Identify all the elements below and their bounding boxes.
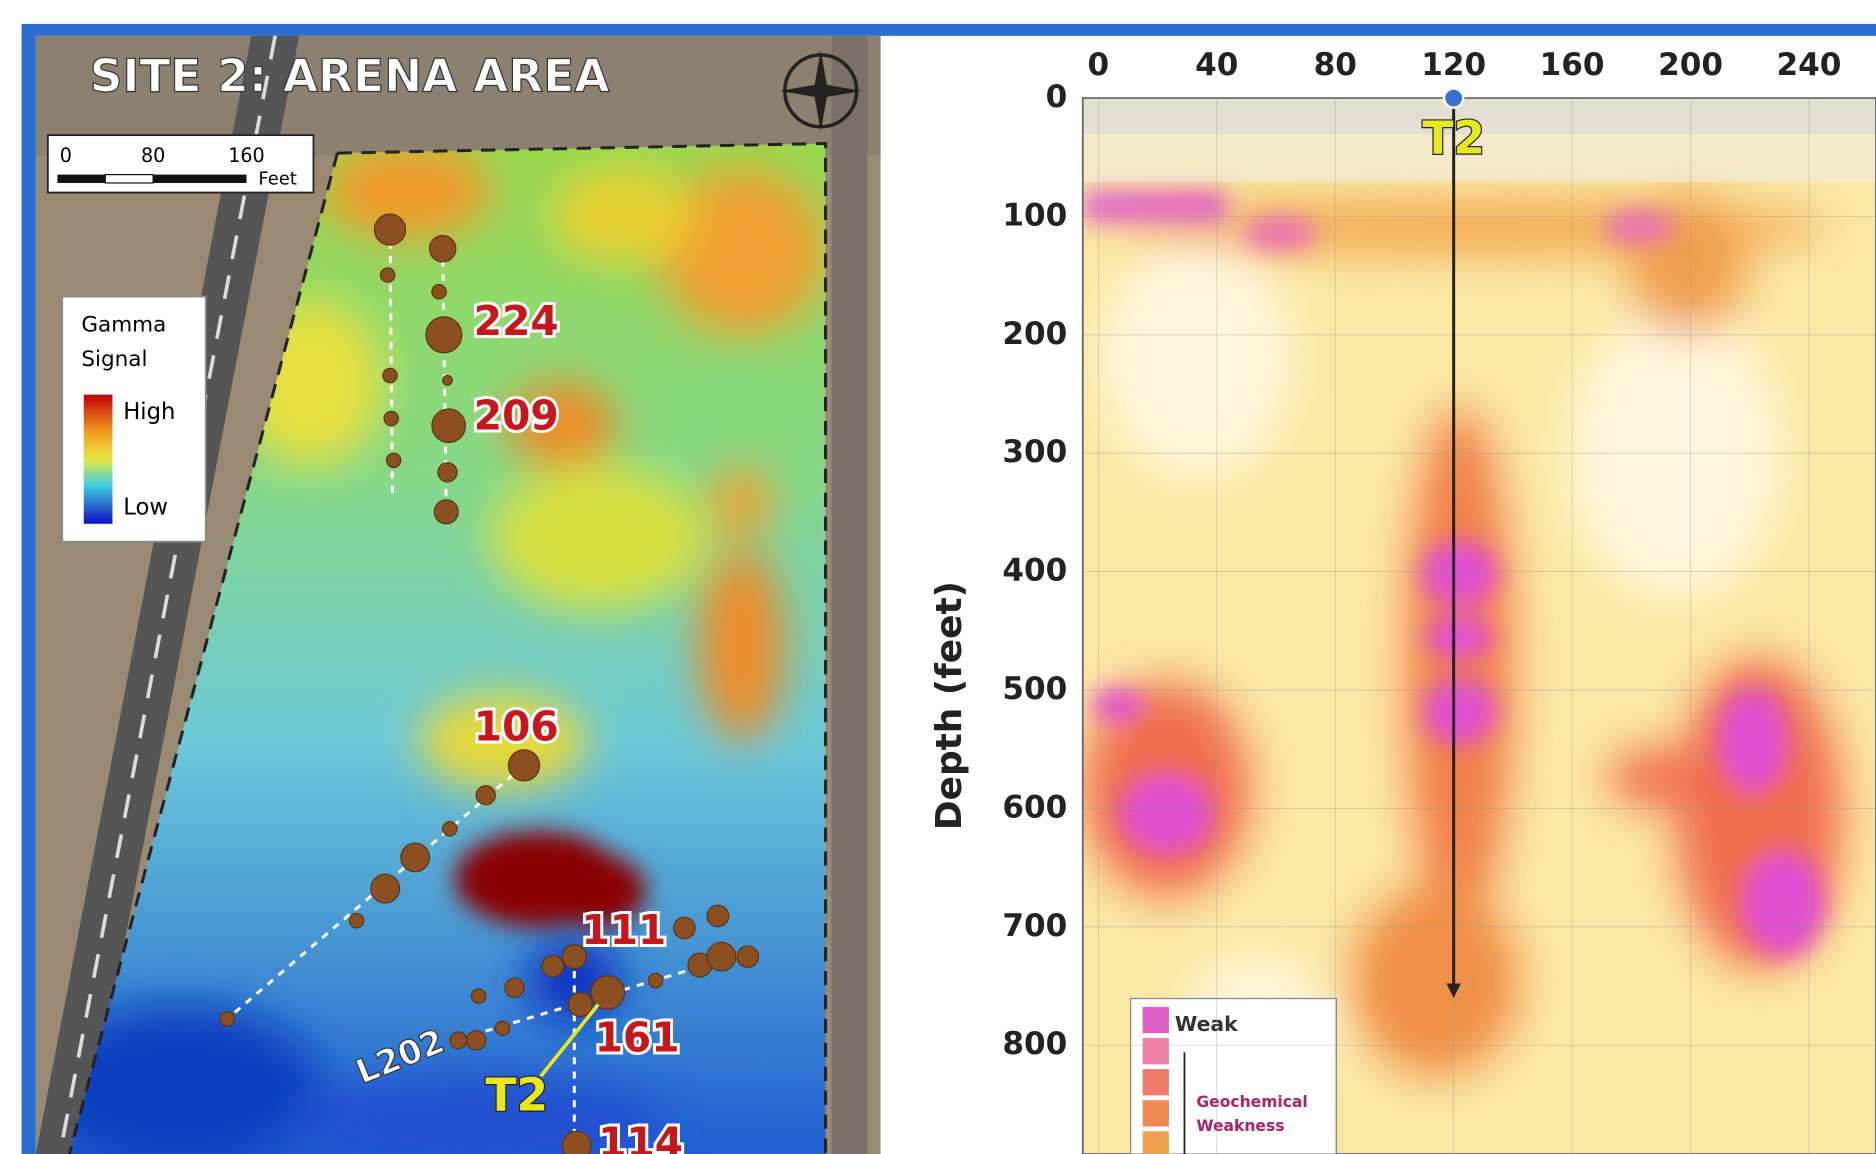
target-arrow	[1446, 983, 1461, 998]
legend-title: Signal	[81, 347, 147, 372]
legend-low: Low	[123, 495, 168, 521]
y-axis-label: Depth (feet)	[929, 581, 970, 830]
y-tick-label: 800	[1002, 1026, 1067, 1062]
legend-title: Gamma	[81, 312, 166, 337]
x-tick-label: 80	[1314, 47, 1357, 83]
x-tick-label: 200	[1658, 47, 1723, 83]
x-tick-label: 120	[1421, 47, 1486, 83]
profile-panel: Weak Geochemical Weakness Depth (feet)	[929, 97, 1876, 1154]
legend-text: Weakness	[1196, 1117, 1284, 1135]
map-title: SITE 2: ARENA AREA	[90, 49, 610, 102]
anomaly-label: 111	[581, 906, 666, 954]
scale-unit: Feet	[258, 168, 296, 189]
scale-label: 0	[60, 144, 72, 167]
anomaly-label: 114	[598, 1119, 683, 1154]
legend-text: Geochemical	[1196, 1093, 1307, 1111]
map-panel: SITE 2: ARENA AREA 0 80 160 Feet Gamma S…	[35, 35, 881, 1154]
gamma-legend: Gamma Signal High Low	[61, 295, 207, 543]
scale-label: 160	[228, 144, 265, 167]
y-tick-label: 500	[1002, 671, 1067, 707]
y-tick-label: 400	[1002, 553, 1067, 589]
scale-bar: 0 80 160 Feet	[46, 134, 315, 194]
compass	[780, 50, 862, 132]
y-tick-label: 200	[1002, 316, 1067, 352]
y-tick-label: 700	[1002, 908, 1067, 944]
target-label: T2	[486, 1068, 549, 1121]
target-point	[1442, 87, 1465, 109]
x-tick-label: 40	[1195, 47, 1238, 83]
anomaly-label: 209	[474, 392, 559, 440]
x-tick-label: 240	[1777, 47, 1842, 83]
anomaly-label: 224	[474, 297, 559, 345]
anomaly-label: 161	[595, 1013, 680, 1061]
legend-high: High	[123, 399, 175, 425]
x-tick-label: 0	[1088, 47, 1110, 83]
profile-legend: Weak Geochemical Weakness	[1130, 997, 1338, 1154]
scale-label: 80	[141, 144, 165, 167]
y-tick-label: 300	[1002, 434, 1067, 470]
target-label: T2	[1422, 112, 1485, 165]
y-tick-label: 100	[1002, 197, 1067, 233]
x-tick-label: 160	[1540, 47, 1605, 83]
legend-weak: Weak	[1175, 1012, 1238, 1036]
y-tick-label: 600	[1002, 789, 1067, 825]
anomaly-label: 106	[474, 702, 559, 750]
y-tick-label: 0	[1046, 79, 1068, 115]
